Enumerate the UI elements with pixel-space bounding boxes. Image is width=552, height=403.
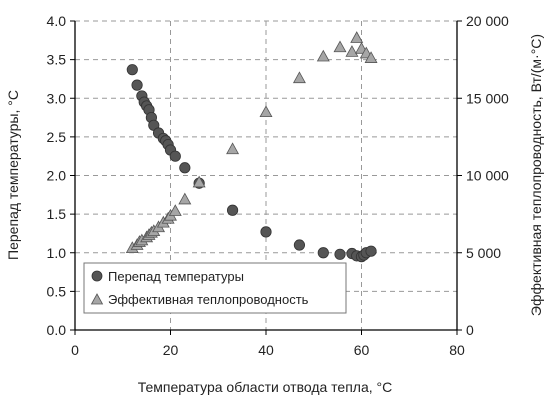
legend-triangle-marker [90, 293, 104, 305]
y2-tick-label: 15 000 [466, 90, 509, 106]
y-tick-label: 3.5 [47, 52, 67, 68]
x-tick-label: 20 [163, 342, 179, 358]
y-tick-label: 4.0 [47, 13, 67, 29]
legend-label-temperature-drop: Перепад температуры [108, 269, 244, 284]
axes [70, 20, 462, 335]
effective-conductivity-point [333, 40, 347, 53]
y-tick-label: 0.0 [47, 322, 67, 338]
data-points [125, 31, 378, 263]
temperature-drop-point [169, 150, 181, 162]
legend: Перепад температуры Эффективная теплопро… [83, 262, 347, 314]
y-tick-label: 0.5 [47, 283, 67, 299]
y2-tick-label: 20 000 [466, 13, 509, 29]
temperature-drop-point [334, 248, 346, 260]
effective-conductivity-point [192, 175, 206, 188]
effective-conductivity-point [364, 51, 378, 63]
y2-tick-label: 10 000 [466, 168, 509, 184]
y-tick-label: 3.0 [47, 90, 67, 106]
y2-tick-label: 0 [466, 322, 474, 338]
effective-conductivity-point [350, 31, 364, 43]
temperature-drop-point [179, 162, 191, 174]
effective-conductivity-point [226, 142, 240, 155]
y2-axis-title: Эффективная теплопроводность, Вт/(м·°C) [528, 34, 544, 316]
y-axis-title: Перепад температуры, °C [5, 90, 21, 260]
y-tick-label: 2.5 [47, 129, 67, 145]
temperature-drop-point [293, 239, 306, 251]
effective-conductivity-point [168, 204, 182, 216]
y2-tick-label: 5 000 [466, 245, 501, 261]
x-tick-label: 60 [354, 342, 370, 358]
x-axis-title: Температура области отвода тепла, °C [138, 379, 393, 395]
effective-conductivity-point [292, 71, 306, 84]
legend-box [83, 262, 347, 314]
temperature-drop-point [260, 226, 272, 238]
temperature-drop-point [365, 245, 377, 257]
x-tick-label: 80 [449, 342, 465, 358]
x-tick-label: 0 [71, 342, 79, 358]
x-tick-label: 40 [258, 342, 274, 358]
legend-label-effective-conductivity: Эффективная теплопроводность [108, 292, 309, 307]
effective-conductivity-point [259, 105, 273, 118]
temperature-drop-point [317, 247, 329, 259]
y-tick-label: 1.0 [47, 245, 67, 261]
temperature-drop-point [226, 204, 239, 216]
tick-labels: 0.0 0.5 1.0 1.5 2.0 2.5 3.0 3.5 4.0 0 5 000 10 000 1… [47, 13, 510, 358]
effective-conductivity-point [178, 192, 192, 205]
y-tick-label: 2.0 [47, 168, 67, 184]
temperature-drop-point [131, 79, 143, 91]
legend-circle-marker [91, 270, 103, 282]
effective-conductivity-point [316, 49, 330, 62]
temperature-drop-point [126, 64, 138, 76]
effective-conductivity-point [345, 45, 359, 57]
y-tick-label: 1.5 [47, 206, 67, 222]
